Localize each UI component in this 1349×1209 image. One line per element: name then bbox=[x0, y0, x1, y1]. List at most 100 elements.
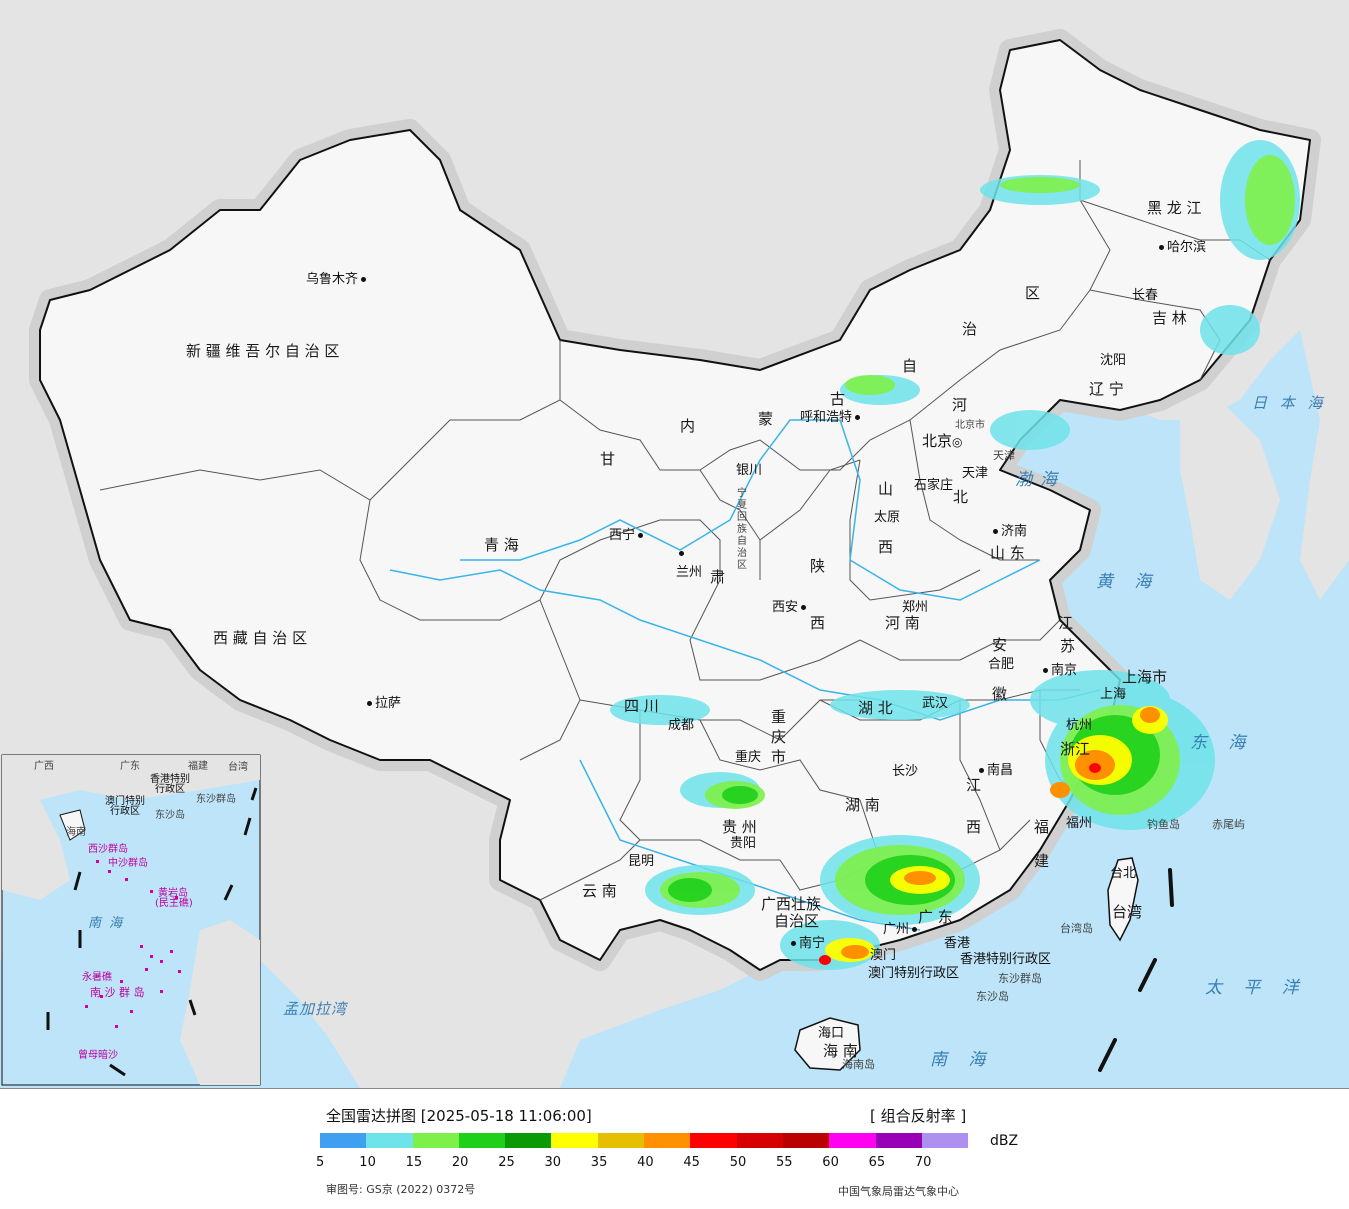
label-jiangsu-1: 江 bbox=[1058, 614, 1074, 632]
legend-product: [ 组合反射率 ] bbox=[870, 1107, 967, 1125]
city-taiyuan: 太原 bbox=[874, 510, 901, 525]
city-guangzhou: 广州 bbox=[883, 918, 920, 937]
inset-taiwan: 台湾 bbox=[228, 762, 248, 773]
city-urumqi: 乌鲁木齐 bbox=[306, 268, 369, 287]
sea-ribenhai: 日 本 海 bbox=[1252, 394, 1327, 412]
inset-zengmu: 曾母暗沙 bbox=[78, 1050, 118, 1061]
inset-xisha: 西沙群岛 bbox=[88, 844, 128, 855]
china-outline bbox=[39, 39, 1311, 971]
color-swatch bbox=[458, 1133, 506, 1148]
sea-huanghai: 黄 海 bbox=[1096, 572, 1160, 592]
sea-taipingyang: 太 平 洋 bbox=[1205, 978, 1307, 998]
sea-area bbox=[560, 300, 1349, 1088]
label-jiangxi-1: 江 bbox=[966, 776, 982, 794]
china-map-graphic bbox=[0, 0, 1349, 1088]
inset-macau-2: 行政区 bbox=[110, 806, 140, 817]
color-swatch bbox=[505, 1133, 552, 1148]
label-guangdong: 广 东 bbox=[918, 908, 953, 926]
label-xinjiang: 新 疆 维 吾 尔 自 治 区 bbox=[186, 342, 340, 360]
city-hangzhou: 杭州 bbox=[1066, 718, 1093, 733]
city-chongqing: 重庆 bbox=[735, 750, 762, 765]
scale-tick-label: 65 bbox=[868, 1155, 886, 1170]
city-nanning: 南宁 bbox=[788, 932, 825, 951]
sea-bengal-bay: 孟加拉湾 bbox=[283, 1000, 348, 1018]
label-hebei-1: 河 bbox=[952, 396, 968, 414]
inset-nansha: 南 沙 群 岛 bbox=[90, 986, 145, 999]
province-borders bbox=[99, 160, 1271, 901]
color-swatch bbox=[366, 1133, 413, 1148]
label-hainan: 海 南 bbox=[823, 1042, 858, 1060]
color-swatch bbox=[782, 1133, 830, 1148]
city-lanzhou: 兰州 bbox=[676, 546, 702, 580]
city-tianjin: 天津 bbox=[962, 466, 989, 481]
label-sichuan: 四 川 bbox=[624, 697, 659, 715]
legend-unit: dBZ bbox=[990, 1133, 1019, 1149]
scale-tick-label: 35 bbox=[590, 1155, 608, 1170]
scale-tick-label: 15 bbox=[405, 1155, 423, 1170]
label-henan: 河 南 bbox=[885, 614, 920, 632]
scale-tick-label: 40 bbox=[637, 1155, 654, 1170]
scale-tick-label: 70 bbox=[914, 1155, 932, 1170]
label-neimenggu-5: 治 bbox=[962, 320, 978, 338]
label-yunnan: 云 南 bbox=[582, 882, 617, 900]
color-swatch bbox=[644, 1133, 691, 1148]
scale-tick-label: 30 bbox=[544, 1155, 562, 1170]
island-chiweiyu: 赤尾屿 bbox=[1212, 818, 1245, 831]
sea-donghai: 东 海 bbox=[1190, 733, 1254, 753]
inset-huangyan: 黄岩岛 bbox=[158, 888, 188, 899]
city-nanchang: 南昌 bbox=[976, 759, 1013, 778]
maritime-dash-lines bbox=[1098, 868, 1174, 1072]
label-qinghai: 青 海 bbox=[484, 536, 519, 554]
sea-nanhai: 南 海 bbox=[930, 1050, 994, 1070]
label-guangxi-1: 广西壮族 bbox=[761, 895, 822, 913]
city-shenyang: 沈阳 bbox=[1100, 353, 1127, 368]
label-shanghai: 上海市 bbox=[1122, 668, 1168, 686]
label-hunan: 湖 南 bbox=[845, 796, 880, 814]
label-hk-sar: 香港特别行政区 bbox=[960, 952, 1052, 967]
label-neimenggu-6: 区 bbox=[1025, 284, 1041, 302]
island-diaoyudao: 钓鱼岛 bbox=[1147, 818, 1180, 831]
city-shanghai: 上海 bbox=[1100, 687, 1127, 702]
city-hongkong: 香港 bbox=[944, 936, 971, 951]
scale-tick-label: 20 bbox=[451, 1155, 469, 1170]
korea-land bbox=[1180, 400, 1280, 600]
label-guizhou: 贵 州 bbox=[722, 818, 757, 836]
sea-bohai: 渤海 bbox=[1015, 470, 1065, 490]
city-zhengzhou: 郑州 bbox=[902, 600, 929, 615]
label-gansu-2: 肃 bbox=[710, 568, 726, 586]
label-hubei: 湖 北 bbox=[858, 699, 893, 717]
label-shaanxi-2: 西 bbox=[810, 614, 826, 632]
scale-tick-label: 55 bbox=[776, 1155, 793, 1170]
city-wuhan: 武汉 bbox=[922, 696, 949, 711]
color-swatch bbox=[736, 1133, 783, 1148]
legend-panel: 全国雷达拼图 [2025-05-18 11:06:00] [ 组合反射率 ] d… bbox=[0, 1088, 1349, 1209]
scale-tick-label: 10 bbox=[359, 1155, 376, 1170]
inset-macau: 澳门特别 bbox=[105, 796, 145, 807]
source-organization: 中国气象局雷达气象中心 bbox=[838, 1185, 959, 1198]
city-shijiazhuang: 石家庄 bbox=[914, 478, 954, 493]
inset-hk-2: 行政区 bbox=[155, 784, 185, 795]
label-shanxi-1: 山 bbox=[878, 480, 894, 498]
city-nanjing: 南京 bbox=[1040, 659, 1077, 678]
label-tianjin-prov: 天津 bbox=[993, 449, 1015, 462]
color-swatch bbox=[320, 1133, 367, 1148]
label-taiwan: 台湾 bbox=[1112, 903, 1143, 921]
label-shandong: 山 东 bbox=[990, 544, 1025, 562]
city-lhasa: 拉萨 bbox=[364, 692, 401, 711]
label-heilongjiang: 黑 龙 江 bbox=[1147, 199, 1202, 217]
label-neimenggu-1: 内 bbox=[680, 417, 696, 435]
color-swatch bbox=[690, 1133, 737, 1148]
scale-tick-label: 50 bbox=[729, 1155, 747, 1170]
city-macau: 澳门 bbox=[870, 948, 897, 963]
inset-guangxi: 广西 bbox=[34, 761, 54, 772]
color-swatch bbox=[597, 1133, 645, 1148]
city-haikou: 海口 bbox=[818, 1026, 845, 1041]
city-yinchuan: 银川 bbox=[736, 463, 763, 478]
radar-echoes bbox=[610, 140, 1300, 970]
radar-map: 新 疆 维 吾 尔 自 治 区 西 藏 自 治 区 青 海 甘 内 蒙 古 自 … bbox=[0, 0, 1349, 1088]
city-guiyang: 贵阳 bbox=[730, 836, 757, 851]
color-swatch bbox=[921, 1133, 969, 1148]
scale-tick-label: 5 bbox=[316, 1155, 325, 1170]
city-chengdu: 成都 bbox=[668, 718, 695, 733]
city-taibei: 台北 bbox=[1110, 866, 1137, 881]
